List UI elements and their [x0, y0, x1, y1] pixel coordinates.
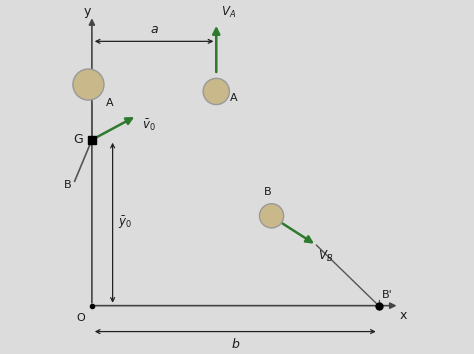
- Circle shape: [73, 69, 104, 100]
- Circle shape: [203, 78, 229, 104]
- Text: $\bar{y}_0$: $\bar{y}_0$: [118, 215, 132, 231]
- Text: A: A: [230, 93, 238, 103]
- Text: b: b: [231, 338, 239, 352]
- Text: $\bar{v}_0$: $\bar{v}_0$: [142, 118, 155, 133]
- Text: y: y: [84, 5, 91, 18]
- Text: $V_A$: $V_A$: [221, 5, 237, 19]
- Text: A: A: [106, 98, 113, 108]
- Circle shape: [259, 204, 283, 228]
- Text: O: O: [76, 313, 85, 322]
- Text: B: B: [64, 180, 71, 190]
- Text: B': B': [382, 291, 393, 301]
- Text: B: B: [264, 187, 272, 197]
- Text: a: a: [150, 23, 158, 36]
- Text: x: x: [399, 309, 407, 322]
- Text: $V_B$: $V_B$: [318, 249, 333, 264]
- Text: G: G: [73, 133, 83, 146]
